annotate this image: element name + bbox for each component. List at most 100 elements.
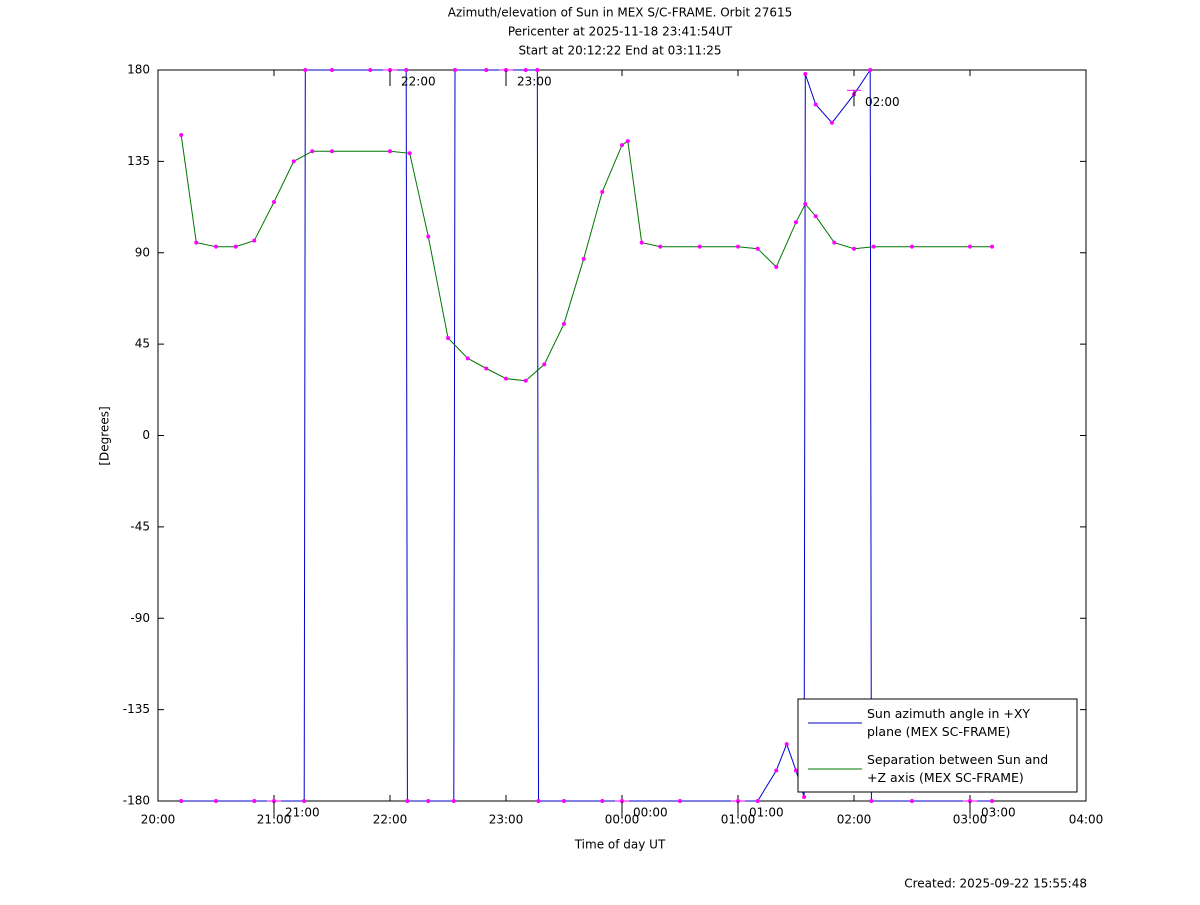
data-point	[233, 244, 238, 249]
data-point	[990, 799, 995, 803]
y-tick-label: 45	[135, 337, 150, 351]
data-point	[368, 68, 373, 72]
data-point	[484, 366, 489, 371]
data-point	[774, 264, 779, 269]
data-point	[426, 799, 431, 803]
data-point	[523, 68, 528, 72]
legend-entry: Sun azimuth angle in +XY plane (MEX SC-F…	[867, 706, 1031, 739]
data-point	[697, 244, 702, 249]
data-point	[504, 376, 508, 381]
data-point	[562, 799, 566, 803]
data-point	[910, 799, 914, 803]
y-tick-label: -180	[123, 794, 150, 808]
hour-marker: 23:00	[499, 69, 552, 89]
data-point	[871, 244, 876, 249]
data-point	[388, 149, 392, 154]
x-tick-label: 04:00	[1069, 813, 1104, 827]
data-point	[330, 68, 334, 72]
data-point	[639, 240, 644, 245]
hour-marker-label: 21:00	[285, 806, 320, 820]
x-tick-label: 03:00	[953, 813, 988, 827]
data-point	[484, 68, 489, 72]
data-point	[784, 742, 789, 747]
hour-marker: 01:00	[731, 800, 784, 820]
data-point	[465, 356, 470, 361]
data-point	[303, 68, 308, 72]
data-point	[625, 139, 630, 144]
data-point	[802, 794, 807, 799]
hour-marker: 02:00	[847, 89, 900, 109]
x-tick-label: 01:00	[721, 813, 756, 827]
y-tick-label: -90	[130, 611, 150, 625]
data-point	[736, 244, 740, 249]
data-point	[452, 68, 457, 72]
data-point	[868, 68, 873, 72]
chart-title: Azimuth/elevation of Sun in MEX S/C-FRAM…	[448, 6, 793, 20]
data-point	[426, 234, 431, 239]
x-tick-label: 20:00	[141, 813, 176, 827]
data-point	[990, 244, 995, 249]
chart-subtitle: Start at 20:12:22 End at 03:11:25	[518, 44, 721, 58]
data-point	[829, 120, 834, 125]
data-point	[405, 799, 410, 803]
x-tick-label: 02:00	[837, 813, 872, 827]
data-point	[813, 214, 818, 219]
data-point	[446, 336, 450, 341]
data-point	[310, 149, 315, 154]
hour-marker: 00:00	[615, 800, 668, 820]
data-point	[755, 799, 760, 803]
data-point	[794, 768, 798, 773]
data-point	[272, 199, 276, 204]
series-line	[181, 68, 992, 802]
data-point	[803, 202, 808, 207]
y-tick-label: 90	[135, 245, 150, 259]
legend-entry: Separation between Sun and +Z axis (MEX …	[867, 752, 1049, 785]
y-tick-label: -135	[123, 702, 150, 716]
data-point	[813, 102, 818, 107]
legend-label: Separation between Sun and +Z axis (MEX …	[867, 752, 1049, 785]
data-point	[404, 68, 409, 72]
data-point	[755, 246, 760, 251]
hour-marker-label: 01:00	[749, 806, 784, 820]
data-point	[291, 159, 296, 164]
data-point	[214, 799, 218, 803]
data-point	[774, 768, 779, 773]
data-point	[562, 321, 566, 326]
data-point	[536, 799, 541, 803]
data-point	[910, 244, 914, 249]
data-point	[658, 244, 663, 249]
x-tick-label: 21:00	[257, 813, 292, 827]
data-point	[542, 362, 547, 367]
x-tick-label: 23:00	[489, 813, 524, 827]
data-point	[600, 189, 605, 194]
x-tick-label: 00:00	[605, 813, 640, 827]
data-point	[832, 240, 837, 245]
hour-marker: 22:00	[383, 69, 436, 89]
series-line	[180, 134, 992, 382]
data-point	[179, 132, 184, 137]
data-point	[535, 68, 540, 72]
hour-marker: 03:00	[963, 800, 1016, 820]
data-point	[330, 149, 334, 154]
y-tick-label: 135	[127, 154, 150, 168]
data-point	[252, 799, 257, 803]
data-point	[968, 244, 972, 249]
legend-label: Sun azimuth angle in +XY plane (MEX SC-F…	[867, 706, 1031, 739]
x-axis-label: Time of day UT	[574, 838, 666, 852]
data-point	[600, 799, 605, 803]
hour-marker-label: 02:00	[865, 95, 900, 109]
data-point	[179, 799, 184, 803]
chart-subtitle: Pericenter at 2025-11-18 23:41:54UT	[508, 25, 733, 39]
hour-marker-label: 23:00	[517, 75, 552, 89]
hour-marker-label: 03:00	[981, 806, 1016, 820]
legend-box	[797, 698, 1078, 793]
data-point	[581, 256, 586, 261]
data-point	[523, 378, 528, 383]
hour-marker-label: 00:00	[633, 806, 668, 820]
data-point	[620, 143, 624, 148]
data-point	[852, 246, 856, 251]
y-tick-label: 0	[142, 428, 150, 442]
data-point	[252, 238, 257, 243]
data-point	[803, 72, 808, 77]
y-axis-label: [Degrees]	[98, 406, 112, 465]
